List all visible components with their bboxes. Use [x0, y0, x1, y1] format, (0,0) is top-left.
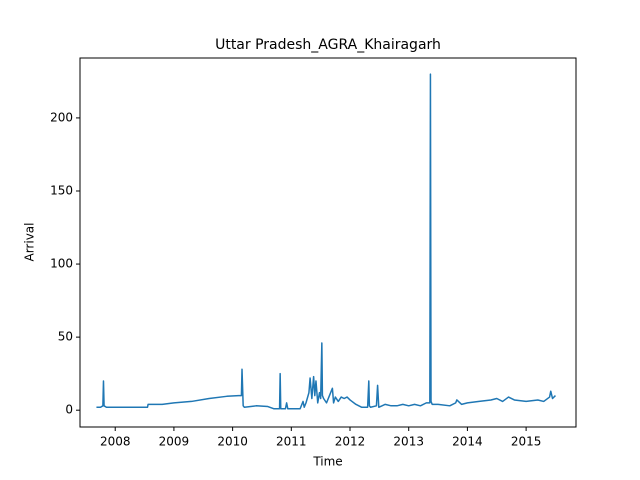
y-axis-label: Arrival: [23, 223, 37, 262]
x-tick-label: 2011: [276, 435, 307, 449]
x-axis-label: Time: [312, 455, 342, 469]
y-tick-label: 100: [50, 257, 73, 271]
y-tick-label: 50: [58, 330, 73, 344]
data-line: [96, 73, 556, 410]
y-tick-label: 0: [65, 403, 73, 417]
y-tick-label: 150: [50, 183, 73, 197]
x-tick-label: 2008: [100, 435, 131, 449]
x-tick-label: 2014: [452, 435, 483, 449]
x-tick-label: 2015: [511, 435, 542, 449]
plot-frame: [79, 57, 577, 428]
y-tick-label: 200: [50, 110, 73, 124]
x-tick-label: 2009: [159, 435, 190, 449]
x-tick-label: 2010: [217, 435, 248, 449]
chart-title: Uttar Pradesh_AGRA_Khairagarh: [215, 37, 441, 53]
x-tick-label: 2013: [393, 435, 424, 449]
x-tick-label: 2012: [335, 435, 366, 449]
